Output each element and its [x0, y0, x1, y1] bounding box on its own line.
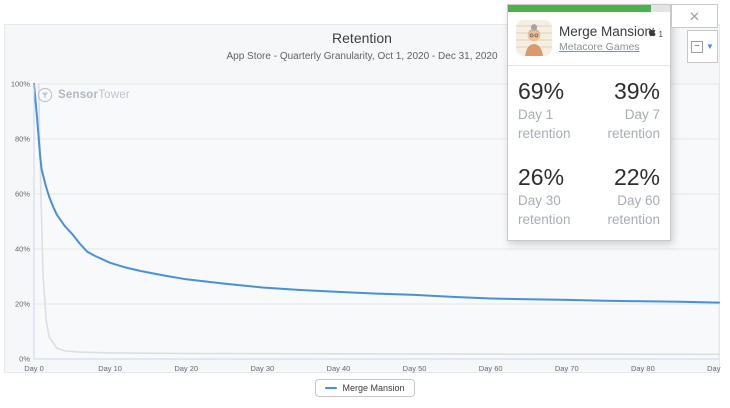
- y-axis-tick-label: 20%: [15, 300, 30, 309]
- y-axis-tick-label: 100%: [11, 80, 31, 89]
- stat-day7-label: Day 7 retention: [607, 107, 660, 142]
- stat-day30-label: Day 30 retention: [518, 193, 571, 227]
- y-axis-tick-label: 80%: [15, 135, 30, 144]
- app-texts: Merge Mansion Metacore Games: [559, 24, 652, 53]
- minus-icon: −: [694, 40, 700, 52]
- stat-day30: 26% Day 30 retention: [518, 165, 589, 230]
- x-axis-tick-label: Day 0: [24, 364, 44, 373]
- chart-title: Retention: [332, 30, 392, 46]
- watermark-text: SensorTower: [58, 89, 130, 101]
- legend: Merge Mansion: [0, 379, 730, 397]
- legend-label: Merge Mansion: [342, 383, 405, 393]
- merge-mansion-app-icon: [516, 20, 552, 56]
- stat-day7-value: 39%: [613, 78, 660, 104]
- x-axis-tick-label: Day 40: [327, 364, 351, 373]
- x-axis-tick-label: Day 50: [403, 364, 427, 373]
- app-name: Merge Mansion: [559, 23, 653, 39]
- chart-subtitle: App Store - Quarterly Granularity, Oct 1…: [226, 51, 498, 62]
- y-axis-tick-label: 40%: [15, 245, 30, 254]
- platform-count: 1: [658, 30, 663, 39]
- legend-item-merge-mansion[interactable]: Merge Mansion: [315, 379, 415, 397]
- stat-day1-label: Day 1 retention: [518, 107, 571, 142]
- sensortower-logo-icon: [37, 87, 53, 103]
- legend-line-icon: [325, 387, 338, 389]
- x-axis-tick-label: Day 10: [98, 364, 122, 373]
- x-axis-tick-label: Day 80: [631, 364, 655, 373]
- stat-day1-value: 69%: [518, 78, 565, 104]
- platform-badge: 1: [646, 25, 663, 39]
- app-card-header: Merge Mansion Metacore Games 1: [508, 12, 670, 66]
- progress-bar-fill: [508, 5, 651, 12]
- x-axis-tick-label: Day 20: [174, 364, 198, 373]
- expand-button[interactable]: ▼: [706, 41, 714, 51]
- publisher-link[interactable]: Metacore Games: [559, 40, 640, 53]
- sensortower-watermark: SensorTower: [37, 87, 130, 103]
- stat-day60-label: Day 60 retention: [607, 193, 660, 227]
- app-card-main: Merge Mansion Metacore Games 1 69% Day 1…: [507, 4, 671, 241]
- stat-day60: 22% Day 60 retention: [589, 165, 660, 230]
- x-axis-tick-label: Day 60: [479, 364, 503, 373]
- close-button[interactable]: ✕: [671, 4, 718, 28]
- progress-bar: [508, 5, 670, 12]
- stat-day1: 69% Day 1 retention: [518, 79, 589, 144]
- y-axis-tick-label: 0%: [19, 355, 30, 364]
- x-axis-tick-label: Day 70: [555, 364, 579, 373]
- y-axis-tick-label: 60%: [15, 190, 30, 199]
- close-icon: ✕: [689, 8, 700, 24]
- x-axis-tick-label: Day 30: [250, 364, 274, 373]
- card-controls: − ▼: [687, 30, 718, 63]
- apple-icon: [648, 27, 656, 37]
- caret-down-icon: ▼: [706, 41, 714, 51]
- stat-day60-value: 22%: [613, 163, 660, 190]
- app-card: Merge Mansion Metacore Games 1 69% Day 1…: [507, 4, 718, 242]
- stat-day30-value: 26%: [518, 163, 565, 190]
- stat-day7: 39% Day 7 retention: [589, 79, 660, 144]
- x-axis-tick-label: Day 90: [707, 364, 721, 373]
- app-icon: [516, 20, 552, 56]
- retention-stats: 69% Day 1 retention 39% Day 7 retention 26…: [508, 66, 670, 230]
- minimize-button[interactable]: −: [691, 40, 704, 53]
